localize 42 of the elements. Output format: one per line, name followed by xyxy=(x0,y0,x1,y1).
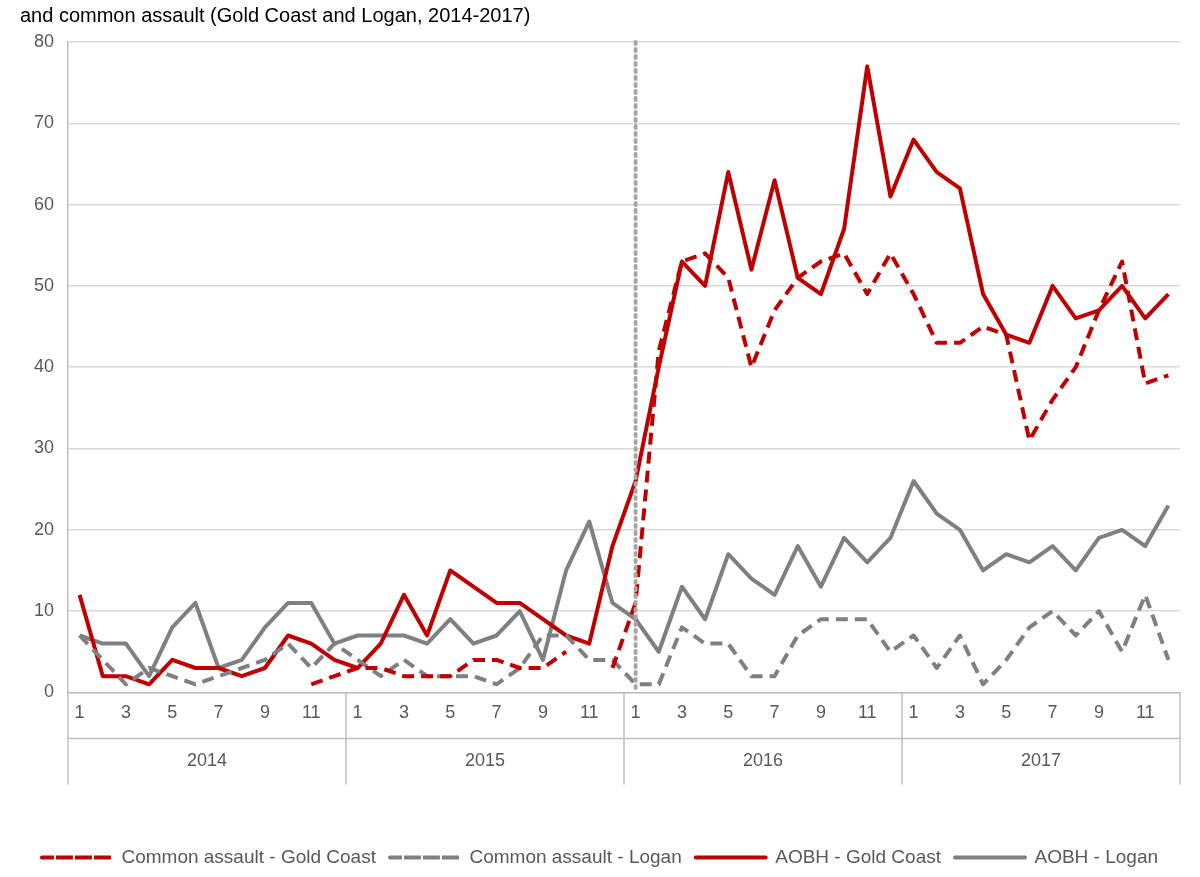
x-tick-label: 1 xyxy=(630,702,641,723)
x-tick-label: 3 xyxy=(120,702,131,723)
x-tick-label: 11 xyxy=(857,702,877,723)
x-tick-label: 11 xyxy=(301,702,321,723)
x-tick-label: 1 xyxy=(908,702,919,723)
legend-label: AOBH - Gold Coast xyxy=(775,845,942,867)
x-tick-label: 7 xyxy=(491,702,502,723)
x-tick-label: 1 xyxy=(74,702,85,723)
x-tick-label: 11 xyxy=(579,702,599,723)
text: 2017 xyxy=(1020,750,1062,771)
chart-title: and common assault (Gold Coast and Logan, 2014-2017) xyxy=(20,3,531,26)
x-tick-label: 3 xyxy=(954,702,965,723)
x-tick-label: 9 xyxy=(815,702,826,723)
x-tick-label: 11 xyxy=(1135,702,1155,723)
x-tick-label: 9 xyxy=(259,702,270,723)
x-tick-label: 5 xyxy=(445,702,456,723)
text: 2016 xyxy=(742,750,784,771)
text: 2015 xyxy=(464,750,506,771)
text: 2014 xyxy=(187,750,228,771)
y-tick-label: 50 xyxy=(33,274,55,295)
x-tick-label: 7 xyxy=(769,702,780,723)
x-tick-label: 5 xyxy=(1001,702,1012,723)
x-tick-label: 1 xyxy=(352,702,363,723)
y-tick-label: 20 xyxy=(33,518,55,539)
y-tick-label: 40 xyxy=(33,356,55,377)
x-tick-label: 3 xyxy=(676,702,687,723)
x-tick-label: 7 xyxy=(213,702,224,723)
y-tick-label: 60 xyxy=(33,193,55,214)
y-tick-label: 0 xyxy=(44,681,55,702)
legend-label: Common assault - Logan xyxy=(469,845,682,867)
y-tick-label: 70 xyxy=(33,112,55,133)
x-tick-label: 5 xyxy=(167,702,178,723)
x-tick-label: 9 xyxy=(537,702,548,723)
y-tick-label: 80 xyxy=(33,30,55,51)
legend-label: Common assault - Gold Coast xyxy=(121,845,377,867)
y-tick-label: 10 xyxy=(33,600,55,621)
y-tick-label: 30 xyxy=(33,437,55,458)
x-tick-label: 7 xyxy=(1047,702,1058,723)
x-tick-label: 5 xyxy=(723,702,734,723)
x-tick-label: 3 xyxy=(398,702,409,723)
x-tick-label: 9 xyxy=(1093,702,1104,723)
legend-label: AOBH - Logan xyxy=(1034,845,1159,867)
